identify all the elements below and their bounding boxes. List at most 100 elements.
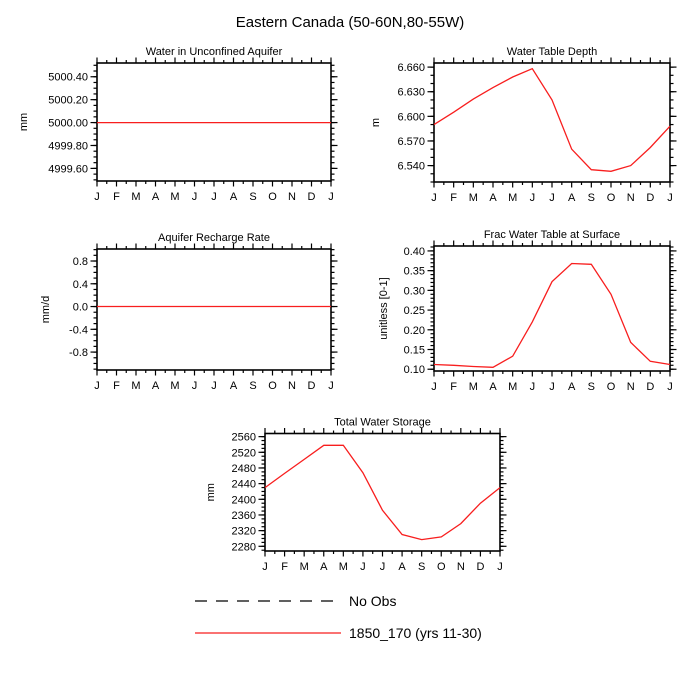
y-tick-label: 2360 [232, 510, 256, 522]
plot-frame [96, 248, 332, 371]
x-tick-label: N [288, 380, 296, 392]
y-tick-label: -0.8 [69, 347, 88, 359]
x-tick-label: M [469, 381, 478, 393]
x-tick-label: N [457, 561, 465, 573]
y-tick-label: 0.15 [404, 345, 425, 357]
x-tick-label: M [508, 381, 517, 393]
x-tick-label: A [489, 192, 497, 204]
x-tick-label: A [152, 380, 160, 392]
y-tick-label: -0.4 [69, 324, 88, 336]
y-axis: 0.10 0.15 0.20 0.25 0.30 0.35 0.40 [404, 246, 677, 376]
x-tick-label: D [646, 381, 654, 393]
legend-label-series: 1850_170 (yrs 11-30) [349, 625, 482, 641]
chart-water-in-unconfined-aquifer: J F M A M J J A S O N D J4999.604999.805000.005000.2… [18, 46, 338, 203]
series-line [433, 67, 671, 172]
y-tick-label: 0.10 [404, 364, 425, 376]
y-tick-label: 2560 [232, 432, 256, 444]
chart-total-water-storage: J F M A M J J A S O N D J228023202360240024402480252… [205, 417, 507, 573]
panel-title: Total Water Storage [334, 417, 431, 429]
y-axis-title: unitless [0-1] [378, 277, 390, 339]
y-axis-title: m [370, 118, 382, 127]
y-tick-label: 5000.40 [48, 72, 88, 84]
x-tick-label: J [497, 561, 503, 573]
y-axis: 4999.60 4999.80 5000.00 5000.20 5000.40 [48, 64, 338, 181]
plot-frame [433, 245, 671, 372]
x-tick-label: J [211, 380, 217, 392]
x-tick-label: A [230, 191, 238, 203]
x-tick-label: S [418, 561, 425, 573]
y-tick-label: 0.25 [404, 305, 425, 317]
y-tick-label: 2280 [232, 541, 256, 553]
y-tick-label: 2480 [232, 463, 256, 475]
x-tick-label: M [131, 380, 140, 392]
legend-item-series: 1850_170 (yrs 11-30) [195, 622, 482, 644]
y-tick-label: 0.20 [404, 325, 425, 337]
series-line [433, 262, 671, 368]
y-tick-label: 0.35 [404, 266, 425, 278]
x-tick-label: F [281, 561, 288, 573]
no-obs-dashed-line-icon [195, 600, 341, 602]
x-tick-label: N [627, 192, 635, 204]
y-axis: -0.8 -0.4 0.0 0.4 0.8 [69, 249, 338, 370]
x-tick-label: F [113, 191, 120, 203]
y-tick-label: 0.30 [404, 285, 425, 297]
x-tick-label: M [131, 191, 140, 203]
x-tick-label: J [549, 192, 555, 204]
x-tick-label: J [360, 561, 366, 573]
x-tick-label: J [94, 380, 100, 392]
x-tick-label: J [328, 380, 334, 392]
y-tick-label: 5000.00 [48, 118, 88, 130]
y-axis: 6.540 6.570 6.600 6.630 6.660 [397, 62, 677, 183]
y-axis: 2280 2320 2360 2400 2440 2480 2520 2560 [232, 432, 507, 553]
y-tick-label: 0.40 [404, 246, 425, 258]
x-tick-label: N [627, 381, 635, 393]
x-tick-label: J [192, 380, 198, 392]
y-tick-label: 4999.60 [48, 163, 88, 175]
x-tick-label: A [152, 191, 160, 203]
x-tick-label: D [308, 380, 316, 392]
legend-label-no-obs: No Obs [349, 593, 397, 609]
series-line [264, 444, 501, 541]
x-tick-label: M [170, 191, 179, 203]
page-title: Eastern Canada (50-60N,80-55W) [235, 14, 465, 31]
x-tick-label: F [113, 380, 120, 392]
x-tick-label: A [320, 561, 328, 573]
panel-title: Frac Water Table at Surface [484, 229, 620, 241]
x-tick-label: J [192, 191, 198, 203]
x-tick-label: O [437, 561, 446, 573]
x-tick-label: J [431, 192, 437, 204]
y-tick-label: 0.8 [73, 256, 88, 268]
x-tick-label: D [476, 561, 484, 573]
x-tick-label: M [170, 380, 179, 392]
y-tick-label: 2400 [232, 494, 256, 506]
y-tick-label: 6.660 [397, 62, 425, 74]
x-tick-label: D [646, 192, 654, 204]
plot-frame [433, 62, 671, 183]
x-tick-label: J [530, 192, 536, 204]
panel-title: Aquifer Recharge Rate [158, 232, 270, 244]
x-tick-label: A [489, 381, 497, 393]
x-tick-label: J [549, 381, 555, 393]
x-tick-label: A [568, 192, 576, 204]
panel-title: Water in Unconfined Aquifer [146, 46, 283, 58]
x-tick-label: M [339, 561, 348, 573]
x-tick-label: M [300, 561, 309, 573]
y-tick-label: 0.4 [73, 279, 88, 291]
x-tick-label: O [268, 191, 277, 203]
x-tick-label: J [667, 192, 673, 204]
x-tick-label: F [450, 192, 457, 204]
x-tick-label: O [607, 381, 616, 393]
x-tick-label: J [328, 191, 334, 203]
x-tick-label: S [249, 380, 256, 392]
x-tick-label: J [530, 381, 536, 393]
x-tick-label: F [450, 381, 457, 393]
charts-canvas: J F M A M J J A S O N D J4999.604999.805000.005000.2… [18, 46, 677, 573]
legend-item-no-obs: No Obs [195, 590, 482, 612]
y-tick-label: 6.630 [397, 87, 425, 99]
x-tick-label: J [380, 561, 386, 573]
